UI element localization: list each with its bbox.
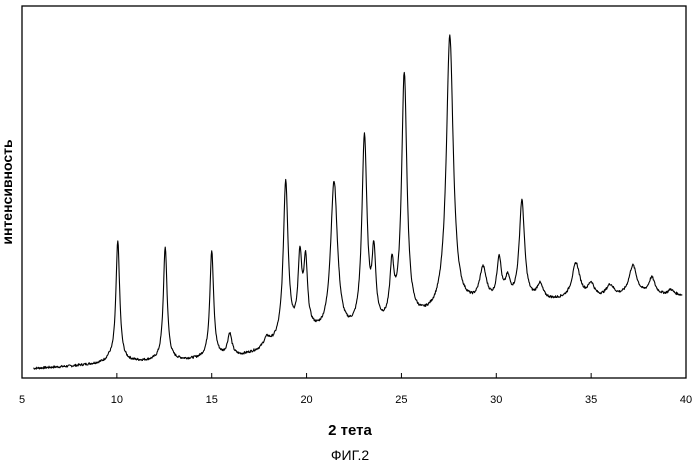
- x-tick-label: 5: [19, 394, 25, 406]
- x-tick-label: 30: [490, 394, 502, 406]
- x-tick-label: 35: [585, 394, 597, 406]
- x-tick-label: 15: [206, 394, 218, 406]
- y-axis-label: интенсивность: [0, 139, 15, 245]
- x-tick-label: 25: [395, 394, 407, 406]
- x-axis-label: 2 тета: [328, 422, 372, 439]
- x-tick-label: 40: [680, 394, 692, 406]
- diffraction-pattern-line: [33, 35, 682, 369]
- figure-caption: ФИГ.2: [331, 447, 369, 463]
- x-tick-label: 20: [300, 394, 312, 406]
- x-tick-label: 10: [111, 394, 123, 406]
